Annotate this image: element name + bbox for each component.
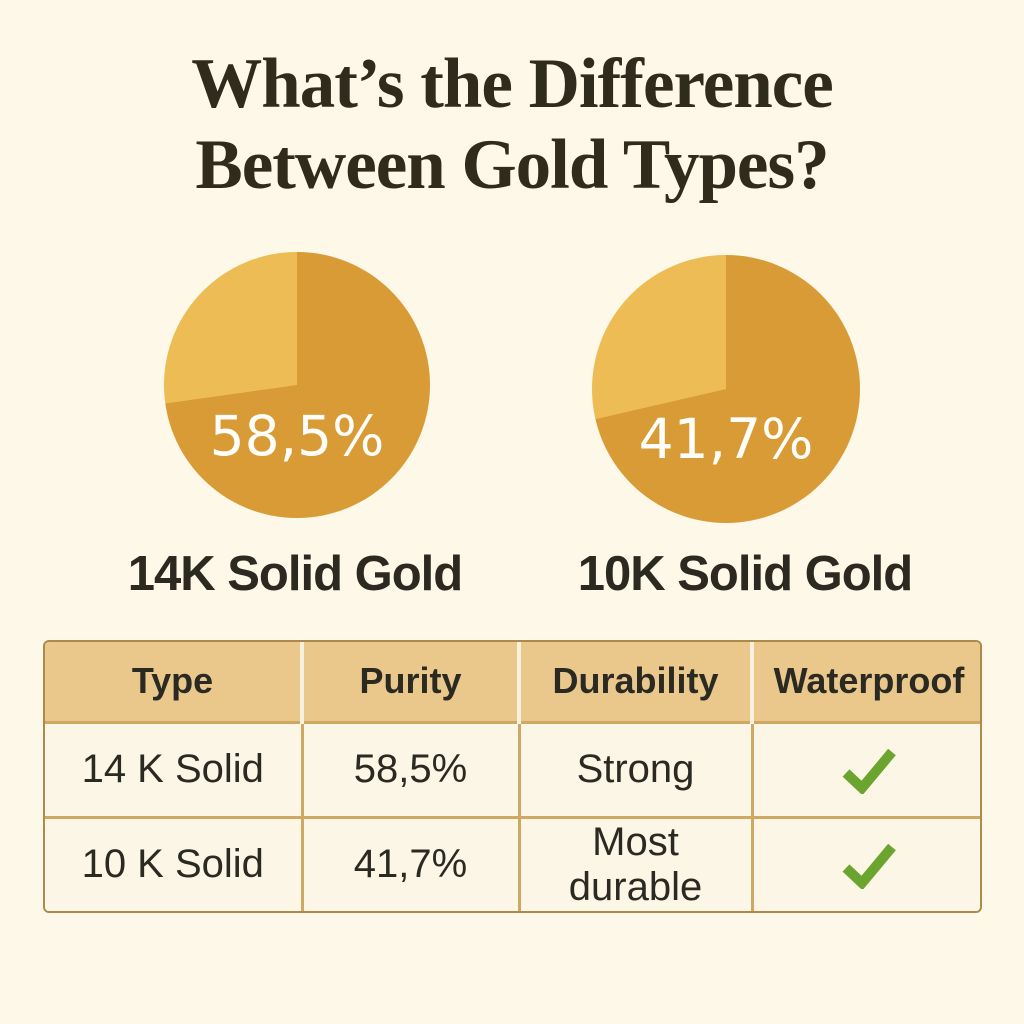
page-title: What’s the Difference Between Gold Types? [0,44,1024,206]
cell-type-10k: 10 K Solid [45,815,304,911]
table-row: 10 K Solid 41,7% Most durable [45,815,980,911]
column-header-type: Type [45,642,304,724]
pie-percentage-label-10k: 41,7% [638,407,814,471]
pie-caption-10k: 10K Solid Gold [577,547,913,601]
cell-durability-14k: Strong [517,720,754,819]
cell-durability-10k: Most durable [517,815,754,911]
pie-percentage-label-14k: 58,5% [209,404,385,468]
pie-caption-14k: 14K Solid Gold [127,547,463,601]
table-row: 14 K Solid 58,5% Strong [45,720,980,819]
cell-purity-14k: 58,5% [300,720,521,819]
cell-waterproof-14k [750,720,980,819]
pie-chart-10k: 41,7% [592,255,860,523]
column-header-waterproof: Waterproof [750,642,980,724]
cell-waterproof-10k [750,815,980,911]
cell-type-14k: 14 K Solid [45,720,304,819]
checkmark-icon [842,748,896,794]
cell-purity-10k: 41,7% [300,815,521,911]
comparison-table: Type Purity Durability Waterproof 14 K S… [43,640,982,913]
page-title-line2: Between Gold Types? [195,126,829,204]
table-header-row: Type Purity Durability Waterproof [45,642,980,724]
column-header-durability: Durability [517,642,754,724]
page-title-line1: What’s the Difference [191,45,833,123]
pie-chart-14k: 58,5% [164,252,430,518]
checkmark-icon [842,843,896,889]
column-header-purity: Purity [300,642,521,724]
